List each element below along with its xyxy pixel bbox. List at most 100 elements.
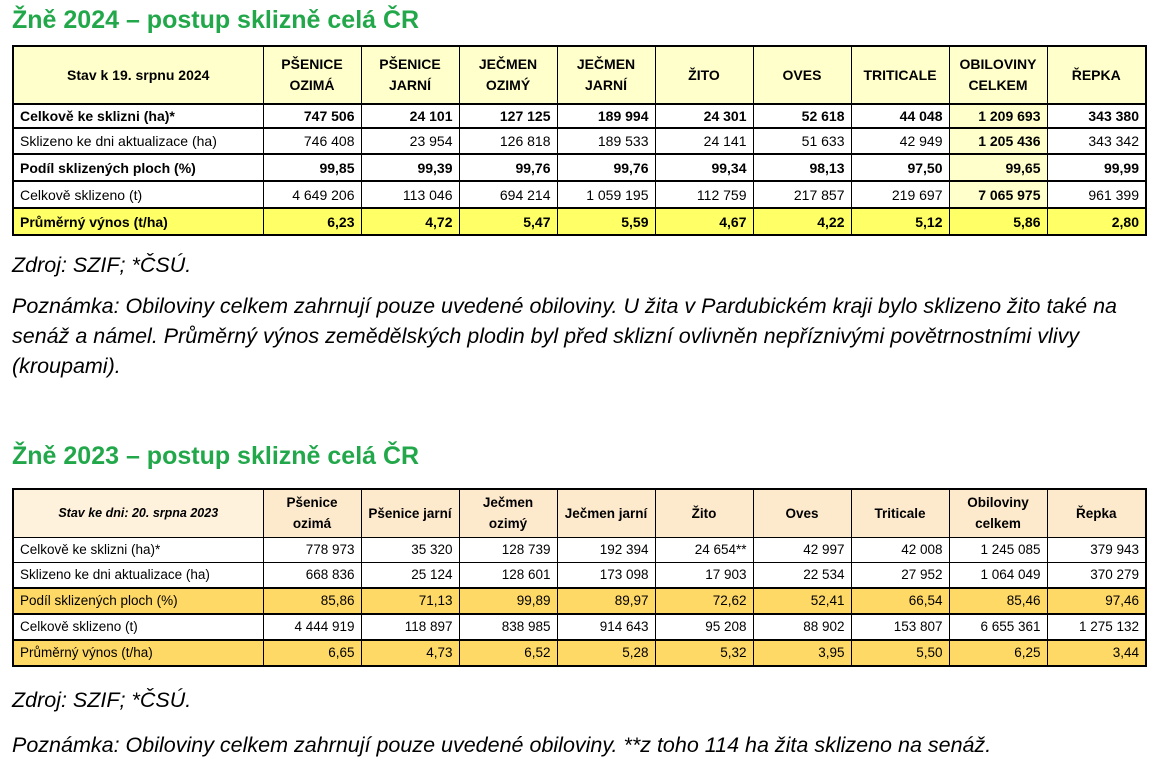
column-header: Oves bbox=[752, 488, 852, 538]
harvest-table-2024: Stav k 19. srpnu 2024 PŠENICE OZIMÁ PŠENIC… bbox=[12, 45, 1147, 236]
cell-value: 99,99 bbox=[1046, 153, 1147, 182]
cell-value: 778 973 bbox=[262, 536, 362, 563]
cell-value: 113 046 bbox=[360, 180, 460, 209]
cell-value: 127 125 bbox=[458, 103, 558, 129]
column-header: PŠENICE OZIMÁ bbox=[262, 45, 362, 105]
cell-value: 5,12 bbox=[850, 207, 950, 236]
table-row: Podíl sklizených ploch (%) 99,85 99,39 99,7… bbox=[12, 153, 1147, 182]
column-header: JEČMEN JARNÍ bbox=[556, 45, 656, 105]
cell-value: 99,65 bbox=[948, 153, 1048, 182]
cell-value: 51 633 bbox=[752, 127, 852, 155]
header-row: Stav ke dni: 20. srpna 2023 Pšenice ozimá… bbox=[12, 488, 1147, 538]
cell-value: 66,54 bbox=[850, 586, 950, 615]
cell-value: 3,44 bbox=[1046, 638, 1147, 667]
cell-value: 22 534 bbox=[752, 561, 852, 588]
cell-value: 6,52 bbox=[458, 638, 558, 667]
cell-value: 24 101 bbox=[360, 103, 460, 129]
cell-value: 85,46 bbox=[948, 586, 1048, 615]
column-header: ŘEPKA bbox=[1046, 45, 1147, 105]
cell-value: 52,41 bbox=[752, 586, 852, 615]
table-row: Celkově ke sklizni (ha)* 747 506 24 101 127… bbox=[12, 103, 1147, 129]
table-row: Sklizeno ke dni aktualizace (ha) 746 408 2… bbox=[12, 127, 1147, 155]
cell-value: 173 098 bbox=[556, 561, 656, 588]
cell-value: 24 654** bbox=[654, 536, 754, 563]
cell-value: 72,62 bbox=[654, 586, 754, 615]
table-row: Celkově sklizeno (t) 4 444 919 118 897 838 … bbox=[12, 613, 1147, 640]
cell-value: 42 997 bbox=[752, 536, 852, 563]
cell-value: 88 902 bbox=[752, 613, 852, 640]
column-header: Řepka bbox=[1046, 488, 1147, 538]
cell-value: 4,73 bbox=[360, 638, 460, 667]
row-label: Sklizeno ke dni aktualizace (ha) bbox=[12, 561, 264, 588]
cell-value: 668 836 bbox=[262, 561, 362, 588]
source: Zdroj: SZIF; *ČSÚ. bbox=[12, 253, 192, 277]
cell-value: 6,65 bbox=[262, 638, 362, 667]
row-label: Průměrný výnos (t/ha) bbox=[12, 638, 264, 667]
cell-value: 343 380 bbox=[1046, 103, 1147, 129]
cell-value: 97,46 bbox=[1046, 586, 1147, 615]
cell-value: 5,59 bbox=[556, 207, 656, 236]
cell-value: 2,80 bbox=[1046, 207, 1147, 236]
note: Poznámka: Obiloviny celkem zahrnují pouz… bbox=[12, 733, 992, 757]
cell-value: 5,32 bbox=[654, 638, 754, 667]
cell-value: 189 533 bbox=[556, 127, 656, 155]
column-header: JEČMEN OZIMÝ bbox=[458, 45, 558, 105]
header-row: Stav k 19. srpnu 2024 PŠENICE OZIMÁ PŠENIC… bbox=[12, 45, 1147, 105]
column-header: Žito bbox=[654, 488, 754, 538]
header-date: Stav ke dni: 20. srpna 2023 bbox=[12, 488, 264, 538]
cell-value: 192 394 bbox=[556, 536, 656, 563]
cell-value: 4,22 bbox=[752, 207, 852, 236]
cell-value: 24 141 bbox=[654, 127, 754, 155]
cell-value: 153 807 bbox=[850, 613, 950, 640]
cell-value: 189 994 bbox=[556, 103, 656, 129]
cell-value: 17 903 bbox=[654, 561, 754, 588]
cell-value: 4,72 bbox=[360, 207, 460, 236]
section-title: Žně 2024 – postup sklizně celá ČR bbox=[12, 6, 420, 34]
row-label: Celkově ke sklizni (ha)* bbox=[12, 103, 264, 129]
cell-value: 112 759 bbox=[654, 180, 754, 209]
source: Zdroj: SZIF; *ČSÚ. bbox=[12, 688, 192, 712]
cell-value: 1 209 693 bbox=[948, 103, 1048, 129]
cell-value: 370 279 bbox=[1046, 561, 1147, 588]
column-header: Ječmen ozimý bbox=[458, 488, 558, 538]
row-label: Sklizeno ke dni aktualizace (ha) bbox=[12, 127, 264, 155]
cell-value: 42 949 bbox=[850, 127, 950, 155]
cell-value: 71,13 bbox=[360, 586, 460, 615]
table-row: Celkově sklizeno (t) 4 649 206 113 046 694 … bbox=[12, 180, 1147, 209]
harvest-table-2023: Stav ke dni: 20. srpna 2023 Pšenice ozimá… bbox=[12, 488, 1147, 667]
table-row: Podíl sklizených ploch (%) 85,86 71,13 99,8… bbox=[12, 586, 1147, 615]
cell-value: 118 897 bbox=[360, 613, 460, 640]
cell-value: 98,13 bbox=[752, 153, 852, 182]
column-header: Pšenice ozimá bbox=[262, 488, 362, 538]
cell-value: 746 408 bbox=[262, 127, 362, 155]
cell-value: 6,25 bbox=[948, 638, 1048, 667]
note: Poznámka: Obiloviny celkem zahrnují pouz… bbox=[12, 294, 1118, 378]
cell-value: 217 857 bbox=[752, 180, 852, 209]
cell-value: 99,85 bbox=[262, 153, 362, 182]
cell-value: 6,23 bbox=[262, 207, 362, 236]
row-label: Celkově ke sklizni (ha)* bbox=[12, 536, 264, 563]
cell-value: 5,28 bbox=[556, 638, 656, 667]
cell-value: 4 444 919 bbox=[262, 613, 362, 640]
row-label: Podíl sklizených ploch (%) bbox=[12, 586, 264, 615]
cell-value: 1 275 132 bbox=[1046, 613, 1147, 640]
cell-value: 6 655 361 bbox=[948, 613, 1048, 640]
cell-value: 5,50 bbox=[850, 638, 950, 667]
table-row: Průměrný výnos (t/ha) 6,23 4,72 5,47 5,59 4,6… bbox=[12, 207, 1147, 236]
cell-value: 343 342 bbox=[1046, 127, 1147, 155]
row-label: Podíl sklizených ploch (%) bbox=[12, 153, 264, 182]
cell-value: 23 954 bbox=[360, 127, 460, 155]
cell-value: 5,47 bbox=[458, 207, 558, 236]
column-header: OBILOVINY CELKEM bbox=[948, 45, 1048, 105]
cell-value: 694 214 bbox=[458, 180, 558, 209]
cell-value: 1 064 049 bbox=[948, 561, 1048, 588]
cell-value: 3,95 bbox=[752, 638, 852, 667]
cell-value: 25 124 bbox=[360, 561, 460, 588]
cell-value: 99,34 bbox=[654, 153, 754, 182]
cell-value: 5,86 bbox=[948, 207, 1048, 236]
cell-value: 95 208 bbox=[654, 613, 754, 640]
cell-value: 747 506 bbox=[262, 103, 362, 129]
column-header: Obiloviny celkem bbox=[948, 488, 1048, 538]
cell-value: 961 399 bbox=[1046, 180, 1147, 209]
